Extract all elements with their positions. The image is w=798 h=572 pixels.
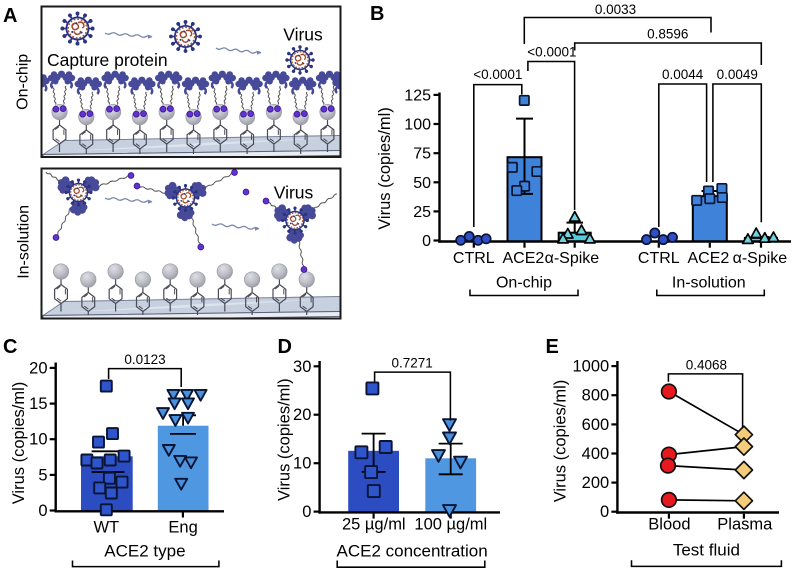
svg-text:0.7271: 0.7271 [391, 356, 432, 371]
svg-text:In-solution: In-solution [16, 205, 33, 279]
svg-text:15: 15 [29, 395, 47, 413]
svg-text:125: 125 [404, 87, 431, 104]
svg-text:E: E [546, 336, 559, 358]
svg-text:B: B [370, 3, 384, 25]
svg-text:20: 20 [293, 406, 311, 424]
svg-text:WT: WT [93, 519, 119, 537]
svg-text:CTRL: CTRL [638, 250, 680, 267]
svg-text:Virus: Virus [274, 183, 314, 203]
svg-text:α-Spike: α-Spike [545, 250, 600, 267]
svg-text:200: 200 [582, 474, 610, 492]
svg-text:ACE2 type: ACE2 type [104, 542, 185, 561]
svg-text:400: 400 [582, 445, 610, 463]
svg-text:5: 5 [38, 466, 47, 484]
svg-text:0: 0 [38, 502, 47, 520]
svg-text:Capture protein: Capture protein [47, 50, 168, 70]
svg-text:On-chip: On-chip [15, 54, 32, 110]
svg-text:ACE2: ACE2 [688, 250, 730, 267]
svg-text:α-Spike: α-Spike [733, 250, 788, 267]
svg-text:Virus (copies/ml): Virus (copies/ml) [10, 382, 28, 505]
svg-text:C: C [3, 336, 17, 358]
svg-text:Plasma: Plasma [717, 516, 773, 534]
svg-text:Eng: Eng [168, 519, 197, 537]
svg-text:0: 0 [302, 503, 311, 521]
svg-text:ACE2 concentration: ACE2 concentration [336, 542, 487, 561]
svg-text:0: 0 [600, 503, 609, 521]
svg-text:10: 10 [293, 455, 311, 473]
svg-text:Virus: Virus [283, 25, 323, 45]
svg-text:1000: 1000 [572, 358, 609, 376]
svg-text:0.4068: 0.4068 [686, 358, 727, 373]
svg-text:50: 50 [413, 175, 431, 192]
svg-text:Test fluid: Test fluid [673, 541, 740, 560]
svg-text:0.0033: 0.0033 [595, 2, 636, 17]
svg-text:30: 30 [293, 358, 311, 376]
svg-text:In-solution: In-solution [672, 275, 746, 292]
svg-text:0.0044: 0.0044 [662, 67, 704, 82]
svg-text:20: 20 [29, 359, 47, 377]
svg-text:0.8596: 0.8596 [647, 27, 688, 42]
svg-text:25 µg/ml: 25 µg/ml [342, 516, 406, 534]
svg-text:Virus (copies/ml): Virus (copies/ml) [376, 107, 394, 230]
svg-text:On-chip: On-chip [496, 275, 552, 292]
svg-text:CTRL: CTRL [453, 250, 495, 267]
svg-text:10: 10 [29, 431, 47, 449]
svg-text:<0.0001: <0.0001 [473, 67, 522, 82]
svg-text:0.0049: 0.0049 [717, 67, 758, 82]
svg-text:Blood: Blood [648, 516, 690, 534]
svg-text:25: 25 [413, 204, 431, 221]
svg-text:0.0123: 0.0123 [124, 352, 165, 367]
svg-text:800: 800 [582, 387, 610, 405]
svg-text:<0.0001: <0.0001 [527, 45, 576, 60]
svg-text:600: 600 [582, 416, 610, 434]
svg-text:D: D [278, 336, 292, 358]
svg-text:A: A [3, 5, 17, 27]
svg-text:100 µg/ml: 100 µg/ml [414, 516, 487, 534]
svg-text:Virus (copies/ml): Virus (copies/ml) [276, 378, 294, 501]
svg-text:0: 0 [422, 233, 431, 250]
svg-text:75: 75 [413, 146, 431, 163]
svg-text:100: 100 [404, 117, 431, 134]
svg-text:Virus (copies/ml): Virus (copies/ml) [552, 380, 570, 503]
svg-text:ACE2: ACE2 [503, 250, 545, 267]
